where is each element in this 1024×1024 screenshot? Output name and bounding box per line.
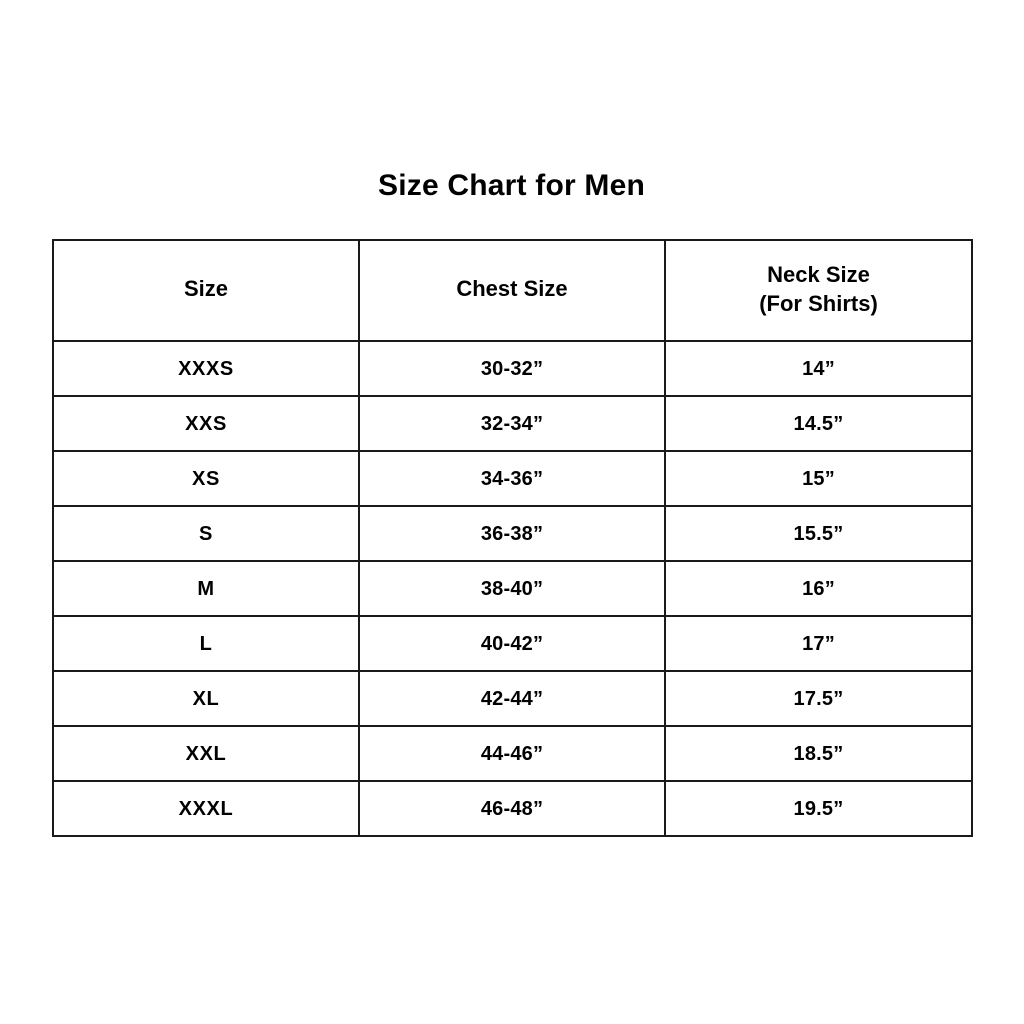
cell-size: S	[52, 505, 360, 562]
table-body: XXXS 30-32” 14” XXS 32-34” 14.5” XS 34-3…	[52, 340, 973, 837]
cell-chest-size: 38-40”	[358, 560, 666, 617]
column-header-neck-size-line2: (For Shirts)	[759, 290, 878, 316]
table-row: M 38-40” 16”	[52, 560, 973, 617]
cell-chest-size: 32-34”	[358, 395, 666, 452]
cell-neck-size: 18.5”	[664, 725, 973, 782]
table-row: XXXS 30-32” 14”	[52, 340, 973, 397]
table-row: XXS 32-34” 14.5”	[52, 395, 973, 452]
cell-neck-size: 14.5”	[664, 395, 973, 452]
table-row: XXXL 46-48” 19.5”	[52, 780, 973, 837]
table-row: L 40-42” 17”	[52, 615, 973, 672]
column-header-neck-size-line1: Neck Size	[767, 261, 870, 287]
table-row: S 36-38” 15.5”	[52, 505, 973, 562]
cell-neck-size: 19.5”	[664, 780, 973, 837]
cell-neck-size: 17.5”	[664, 670, 973, 727]
cell-chest-size: 46-48”	[358, 780, 666, 837]
cell-neck-size: 16”	[664, 560, 973, 617]
cell-chest-size: 34-36”	[358, 450, 666, 507]
cell-neck-size: 15”	[664, 450, 973, 507]
cell-neck-size: 14”	[664, 340, 973, 397]
table-header-row: Size Chest Size Neck Size (For Shirts)	[52, 239, 973, 342]
cell-size: XXXL	[52, 780, 360, 837]
cell-chest-size: 42-44”	[358, 670, 666, 727]
column-header-neck-size: Neck Size (For Shirts)	[664, 239, 973, 342]
cell-size: XL	[52, 670, 360, 727]
cell-size: XS	[52, 450, 360, 507]
cell-chest-size: 44-46”	[358, 725, 666, 782]
table-row: XXL 44-46” 18.5”	[52, 725, 973, 782]
table-header: Size Chest Size Neck Size (For Shirts)	[52, 239, 973, 342]
cell-size: XXS	[52, 395, 360, 452]
cell-size: L	[52, 615, 360, 672]
cell-chest-size: 40-42”	[358, 615, 666, 672]
table-row: XL 42-44” 17.5”	[52, 670, 973, 727]
cell-size: XXXS	[52, 340, 360, 397]
size-chart-table: Size Chest Size Neck Size (For Shirts) X…	[52, 239, 973, 837]
cell-neck-size: 17”	[664, 615, 973, 672]
page-title: Size Chart for Men	[378, 169, 645, 202]
table-row: XS 34-36” 15”	[52, 450, 973, 507]
cell-chest-size: 36-38”	[358, 505, 666, 562]
column-header-chest-size: Chest Size	[358, 239, 666, 342]
column-header-size: Size	[52, 239, 360, 342]
cell-size: XXL	[52, 725, 360, 782]
cell-neck-size: 15.5”	[664, 505, 973, 562]
cell-size: M	[52, 560, 360, 617]
cell-chest-size: 30-32”	[358, 340, 666, 397]
